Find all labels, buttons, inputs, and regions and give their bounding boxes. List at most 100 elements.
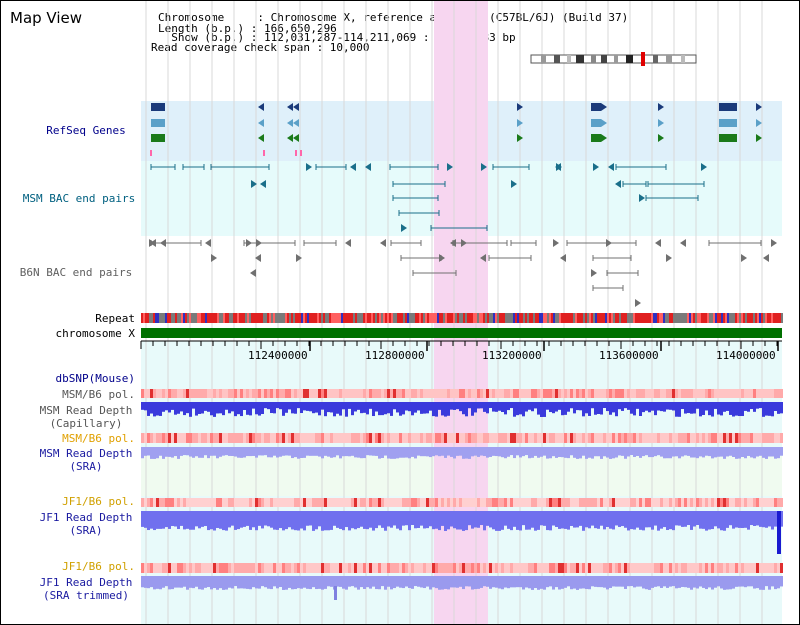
polymorphism-cell (519, 389, 522, 398)
msm-bac-arrow (447, 163, 453, 171)
depth-bar (321, 576, 324, 590)
depth-bar (627, 447, 630, 457)
polymorphism-cell (756, 433, 759, 443)
track-label-b6n-bac[interactable]: B6N BAC end pairs (19, 266, 133, 279)
depth-bar (207, 402, 210, 412)
polymorphism-cell (303, 433, 306, 443)
depth-bar (519, 576, 522, 588)
depth-bar (663, 576, 666, 587)
depth-bar (495, 402, 498, 412)
depth-bar (219, 576, 222, 589)
depth-bar (567, 447, 570, 459)
polymorphism-cell (486, 389, 489, 398)
depth-bar (153, 576, 156, 590)
polymorphism-cell (201, 563, 204, 573)
repeat-segment (739, 313, 741, 323)
track-label-refseq[interactable]: RefSeq Genes (46, 124, 126, 137)
repeat-segment (467, 313, 469, 323)
depth-bar (306, 511, 309, 526)
depth-bar (561, 576, 564, 589)
repeat-segment (599, 313, 601, 323)
depth-bar (381, 511, 384, 528)
depth-bar (732, 402, 735, 417)
polymorphism-cell (447, 498, 450, 507)
polymorphism-cell (771, 433, 774, 443)
polymorphism-cell (195, 498, 198, 507)
repeat-segment (165, 313, 167, 323)
depth-bar (309, 447, 312, 456)
depth-bar (780, 576, 783, 587)
depth-bar (777, 576, 780, 589)
track-label-dbsnp[interactable]: dbSNP(Mouse) (55, 372, 135, 385)
depth-bar (216, 447, 219, 459)
depth-bar (384, 402, 387, 415)
depth-bar (300, 402, 303, 414)
depth-bar (159, 402, 162, 416)
depth-bar (294, 402, 297, 414)
depth-bar (345, 576, 348, 590)
depth-bar (537, 511, 540, 530)
depth-bar (525, 402, 528, 412)
depth-bar (528, 402, 531, 410)
repeat-segment (449, 313, 451, 323)
polymorphism-cell (582, 389, 585, 398)
repeat-segment (729, 313, 731, 323)
depth-bar (729, 447, 732, 456)
depth-bar (408, 576, 411, 588)
polymorphism-cell (579, 389, 582, 398)
depth-bar (711, 511, 714, 530)
repeat-segment (443, 313, 445, 323)
repeat-segment (671, 313, 673, 323)
repeat-segment (435, 313, 437, 323)
b6n-bac-arrow (345, 239, 351, 247)
depth-bar (225, 576, 228, 590)
depth-bar (723, 576, 726, 590)
depth-bar (249, 447, 252, 457)
repeat-segment (609, 313, 611, 323)
depth-bar (366, 447, 369, 456)
repeat-segment (179, 313, 181, 323)
depth-bar (435, 402, 438, 417)
depth-bar (666, 402, 669, 410)
polymorphism-cell (735, 433, 738, 443)
polymorphism-cell (168, 563, 171, 573)
polymorphism-cell (543, 433, 546, 443)
depth-bar (450, 402, 453, 410)
depth-bar (333, 576, 336, 590)
depth-bar (429, 511, 432, 527)
track-label-msm-bac[interactable]: MSM BAC end pairs (22, 192, 136, 205)
polymorphism-cell (393, 389, 396, 398)
depth-bar (630, 447, 633, 456)
depth-bar (570, 511, 573, 526)
depth-bar (474, 402, 477, 413)
polymorphism-cell (252, 563, 255, 573)
depth-bar (717, 576, 720, 587)
polymorphism-cell (495, 563, 498, 573)
polymorphism-cell (687, 498, 690, 507)
polymorphism-cell (165, 433, 168, 443)
repeat-segment (263, 313, 265, 323)
depth-bar (717, 447, 720, 457)
polymorphism-cell (609, 498, 612, 507)
depth-bar (723, 447, 726, 459)
depth-bar (630, 511, 633, 530)
polymorphism-cell (681, 433, 684, 443)
depth-bar (618, 511, 621, 527)
polymorphism-cell (396, 563, 399, 573)
depth-bar (477, 447, 480, 457)
polymorphism-cell (339, 563, 342, 573)
polymorphism-cell (441, 389, 444, 398)
depth-bar (462, 511, 465, 531)
repeat-segment (487, 313, 489, 323)
depth-bar (753, 511, 756, 527)
depth-bar (609, 576, 612, 588)
repeat-segment (345, 313, 347, 323)
msm-bac-arrow (365, 163, 371, 171)
depth-bar (708, 511, 711, 530)
polymorphism-cell (666, 563, 669, 573)
depth-bar (579, 576, 582, 589)
polymorphism-cell (591, 433, 594, 443)
ideogram-band (666, 55, 672, 63)
depth-bar (297, 402, 300, 409)
